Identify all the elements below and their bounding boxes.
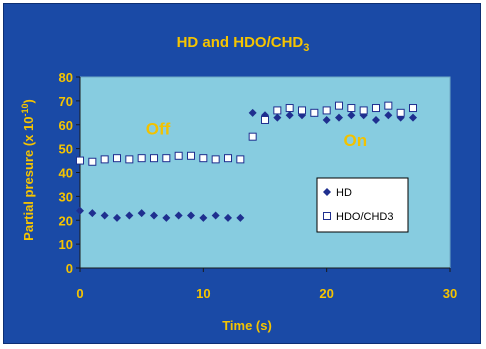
data-point-hd: [273, 113, 282, 122]
chart-title: HD and HDO/CHD3: [177, 34, 310, 54]
data-point-hdo: [162, 154, 171, 163]
data-point-hd: [224, 213, 232, 222]
axes-layer: 0 10 20 30 40 50 60 70 80 0 10 20 30: [59, 70, 458, 301]
legend-marker-hdo: [323, 212, 331, 220]
legend-entry-label: HD: [336, 187, 352, 199]
data-point-hdo: [322, 106, 331, 115]
data-point-hd: [100, 211, 109, 220]
y-tick-label: 0: [66, 261, 73, 276]
data-point-hdo: [187, 151, 195, 160]
data-point-hd: [236, 213, 245, 222]
data-point-hd: [199, 213, 208, 222]
y-tick-label: 40: [59, 166, 73, 181]
data-point-hdo: [236, 155, 245, 164]
data-point-hd: [322, 115, 331, 124]
data-point-hd: [162, 213, 171, 222]
y-tick-label: 80: [59, 70, 73, 85]
data-point-hd: [384, 111, 393, 120]
data-point-hd: [174, 211, 183, 220]
data-point-hdo: [248, 132, 257, 141]
legend: HD HDO/CHD3: [316, 177, 409, 233]
data-point-hdo: [335, 101, 343, 110]
x-axis-label: Time (s): [222, 318, 272, 333]
data-point-hd: [137, 209, 146, 218]
series-layer: [76, 101, 417, 222]
annotation-label: On: [344, 131, 368, 150]
data-point-hdo: [137, 154, 146, 163]
data-point-hdo: [359, 106, 368, 115]
plot-area: [79, 76, 451, 269]
y-tick-label: 60: [59, 118, 73, 133]
x-tick-label: 0: [76, 286, 83, 301]
data-point-hd: [347, 111, 356, 120]
data-point-hdo: [199, 154, 208, 163]
data-point-hd: [76, 206, 84, 215]
data-point-hd: [372, 115, 380, 124]
data-point-hdo: [125, 155, 134, 164]
data-point-hd: [335, 113, 343, 122]
y-axis-label: Partial presure (x 10-10): [20, 99, 36, 241]
x-tick-label: 20: [319, 286, 333, 301]
legend-marker-hd: [323, 188, 331, 196]
y-tick-label: 10: [59, 237, 73, 252]
data-point-hdo: [372, 104, 380, 113]
data-point-hdo: [384, 101, 393, 110]
data-point-hdo: [88, 157, 97, 166]
data-point-hd: [285, 111, 294, 120]
data-point-hdo: [347, 104, 356, 113]
data-point-hdo: [224, 154, 232, 163]
x-tick-label: 10: [196, 286, 210, 301]
data-point-hdo: [396, 108, 405, 117]
data-point-hdo: [211, 155, 220, 164]
data-point-hdo: [261, 115, 269, 124]
annotations: Off On: [146, 119, 367, 150]
annotation-label: Off: [146, 119, 171, 138]
x-tick-label: 30: [443, 286, 457, 301]
series-2: [76, 101, 417, 166]
data-point-hd: [211, 211, 220, 220]
data-point-hdo: [285, 104, 294, 113]
data-point-hd: [248, 108, 257, 117]
data-point-hdo: [298, 106, 306, 115]
data-point-hd: [88, 209, 97, 218]
y-tick-label: 50: [59, 142, 73, 157]
data-point-hd: [113, 213, 121, 222]
data-point-hd: [150, 211, 158, 220]
y-tick-label: 20: [59, 213, 73, 228]
data-point-hdo: [76, 156, 84, 165]
data-point-hd: [125, 211, 134, 220]
data-point-hd: [409, 113, 417, 122]
data-point-hdo: [273, 106, 282, 115]
data-point-hdo: [174, 151, 183, 160]
legend-box: [316, 177, 409, 233]
data-point-hdo: [113, 154, 121, 163]
data-point-hdo: [409, 104, 417, 113]
data-point-hdo: [100, 155, 109, 164]
legend-entry-label: HDO/CHD3: [336, 211, 393, 223]
data-point-hdo: [150, 154, 158, 163]
data-point-hd: [187, 211, 195, 220]
data-point-hdo: [310, 108, 319, 117]
y-tick-label: 70: [59, 94, 73, 109]
y-tick-label: 30: [59, 189, 73, 204]
